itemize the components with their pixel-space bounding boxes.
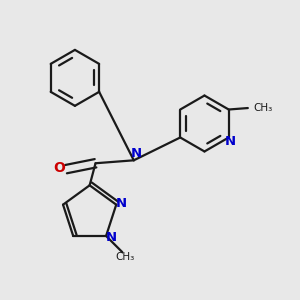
Text: CH₃: CH₃ [115, 252, 134, 262]
Text: O: O [54, 161, 65, 175]
Text: N: N [225, 134, 236, 148]
Text: N: N [106, 231, 117, 244]
Text: N: N [130, 147, 142, 160]
Text: CH₃: CH₃ [253, 103, 272, 113]
Text: N: N [116, 197, 127, 210]
